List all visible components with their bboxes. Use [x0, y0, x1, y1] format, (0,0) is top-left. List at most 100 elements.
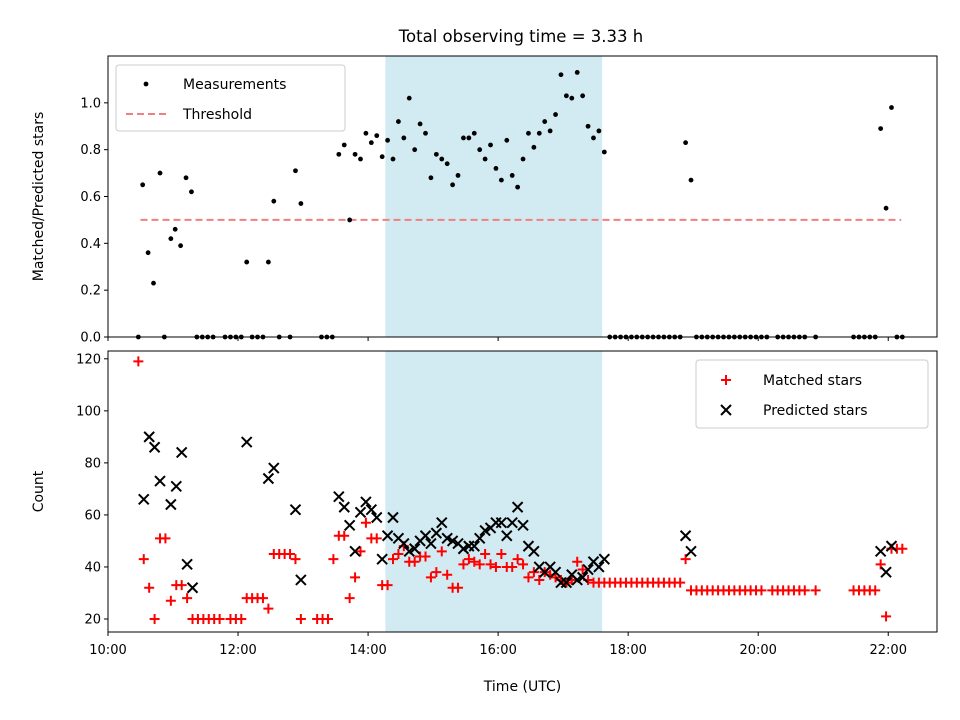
measurement-point	[504, 137, 510, 143]
predicted-star-point	[398, 537, 410, 550]
predicted-star-point	[528, 545, 540, 558]
matched-star-point	[388, 554, 399, 565]
matched-star-point	[523, 572, 534, 583]
predicted-star-point	[387, 511, 399, 524]
chart-title: Total observing time = 3.33 h	[398, 27, 643, 46]
legend-predicted-marker	[720, 404, 732, 416]
measurement-point	[336, 151, 342, 157]
matched-star-point	[328, 554, 339, 565]
x-tick-label: 20:00	[739, 643, 776, 658]
matched-star-point	[176, 580, 187, 591]
predicted-star-point	[289, 504, 302, 516]
measurement-point	[515, 184, 521, 190]
measurement-point	[482, 156, 488, 162]
matched-star-point	[344, 593, 355, 604]
predicted-star-point	[349, 545, 361, 558]
y-tick-label: 0.6	[80, 190, 101, 205]
x-tick-label: 14:00	[349, 643, 386, 658]
matched-star-point	[409, 556, 420, 567]
measurement-point	[363, 130, 369, 136]
measurement-point	[558, 72, 564, 78]
measurement-point	[341, 142, 347, 148]
measurement-point	[493, 166, 499, 171]
matched-star-point	[550, 572, 561, 583]
matched-star-point	[138, 554, 149, 565]
measurement-point	[683, 140, 688, 146]
matched-star-point	[453, 582, 464, 593]
measurement-point	[151, 280, 156, 286]
measurement-point	[596, 128, 602, 134]
measurement-point	[488, 142, 493, 148]
matched-star-point	[285, 548, 296, 559]
measurement-point	[178, 243, 184, 249]
matched-star-point	[382, 580, 393, 591]
measurement-point	[157, 170, 163, 176]
legend-label-threshold: Threshold	[182, 107, 252, 123]
measurement-point	[140, 182, 146, 188]
measurement-point	[428, 175, 434, 181]
matched-star-point	[507, 561, 518, 572]
measurement-point	[563, 93, 569, 99]
measurement-point	[509, 173, 515, 178]
measurement-point	[450, 182, 456, 188]
legend-label-measurements: Measurements	[183, 77, 286, 93]
measurement-point	[461, 135, 466, 141]
predicted-star-point	[295, 574, 307, 586]
predicted-star-point	[262, 472, 275, 485]
measurement-point	[542, 119, 548, 124]
predicted-star-point	[425, 537, 437, 550]
predicted-star-point	[175, 446, 188, 459]
measurement-point	[347, 217, 353, 223]
measurement-point	[396, 119, 401, 124]
legend-measurement-marker	[143, 81, 149, 87]
matched-star-point	[290, 554, 301, 565]
measurement-point	[172, 226, 178, 232]
matched-star-point	[295, 613, 306, 624]
predicted-star-point	[138, 493, 150, 506]
measurement-point	[531, 144, 537, 150]
matched-star-point	[322, 613, 333, 624]
predicted-star-point	[170, 480, 182, 493]
matched-star-point	[572, 556, 583, 567]
predicted-star-point	[241, 436, 253, 448]
matched-star-point	[214, 613, 225, 624]
matched-star-point	[799, 585, 810, 596]
predicted-star-point	[511, 501, 524, 513]
series-predicted-stars	[138, 431, 898, 594]
y-axis-label: Count	[31, 470, 47, 512]
matched-star-point	[458, 559, 469, 570]
x-tick-label: 12:00	[219, 643, 256, 658]
predicted-star-point	[381, 530, 394, 542]
measurement-point	[390, 156, 396, 162]
measurement-point	[352, 151, 358, 157]
legend-box	[695, 359, 929, 429]
x-tick-label: 16:00	[479, 643, 516, 658]
y-tick-label: 100	[76, 404, 101, 419]
measurement-point	[466, 135, 472, 141]
measurement-point	[145, 250, 151, 256]
predicted-star-point	[501, 530, 513, 542]
measurement-point	[455, 173, 461, 178]
measurement-point	[358, 156, 363, 162]
measurement-point	[688, 177, 694, 183]
measurement-point	[601, 149, 607, 155]
x-tick-label: 10:00	[89, 643, 126, 658]
matched-star-point	[897, 543, 908, 554]
y-axis-label: Matched/Predicted stars	[31, 112, 47, 282]
predicted-star-point	[154, 475, 166, 487]
measurement-point	[265, 259, 271, 265]
matched-star-point	[490, 561, 501, 572]
predicted-star-point	[376, 553, 388, 565]
measurement-point	[471, 130, 477, 136]
measurement-point	[244, 259, 250, 265]
measurement-point	[553, 112, 558, 117]
measurement-point	[574, 69, 580, 75]
measurement-point	[417, 121, 423, 127]
predicted-star-point	[338, 501, 350, 513]
predicted-star-point	[576, 571, 589, 584]
predicted-star-point	[582, 563, 594, 576]
matched-star-point	[257, 593, 268, 604]
observing-window-span	[385, 56, 603, 337]
predicted-star-point	[186, 582, 199, 594]
predicted-star-point	[143, 431, 155, 443]
